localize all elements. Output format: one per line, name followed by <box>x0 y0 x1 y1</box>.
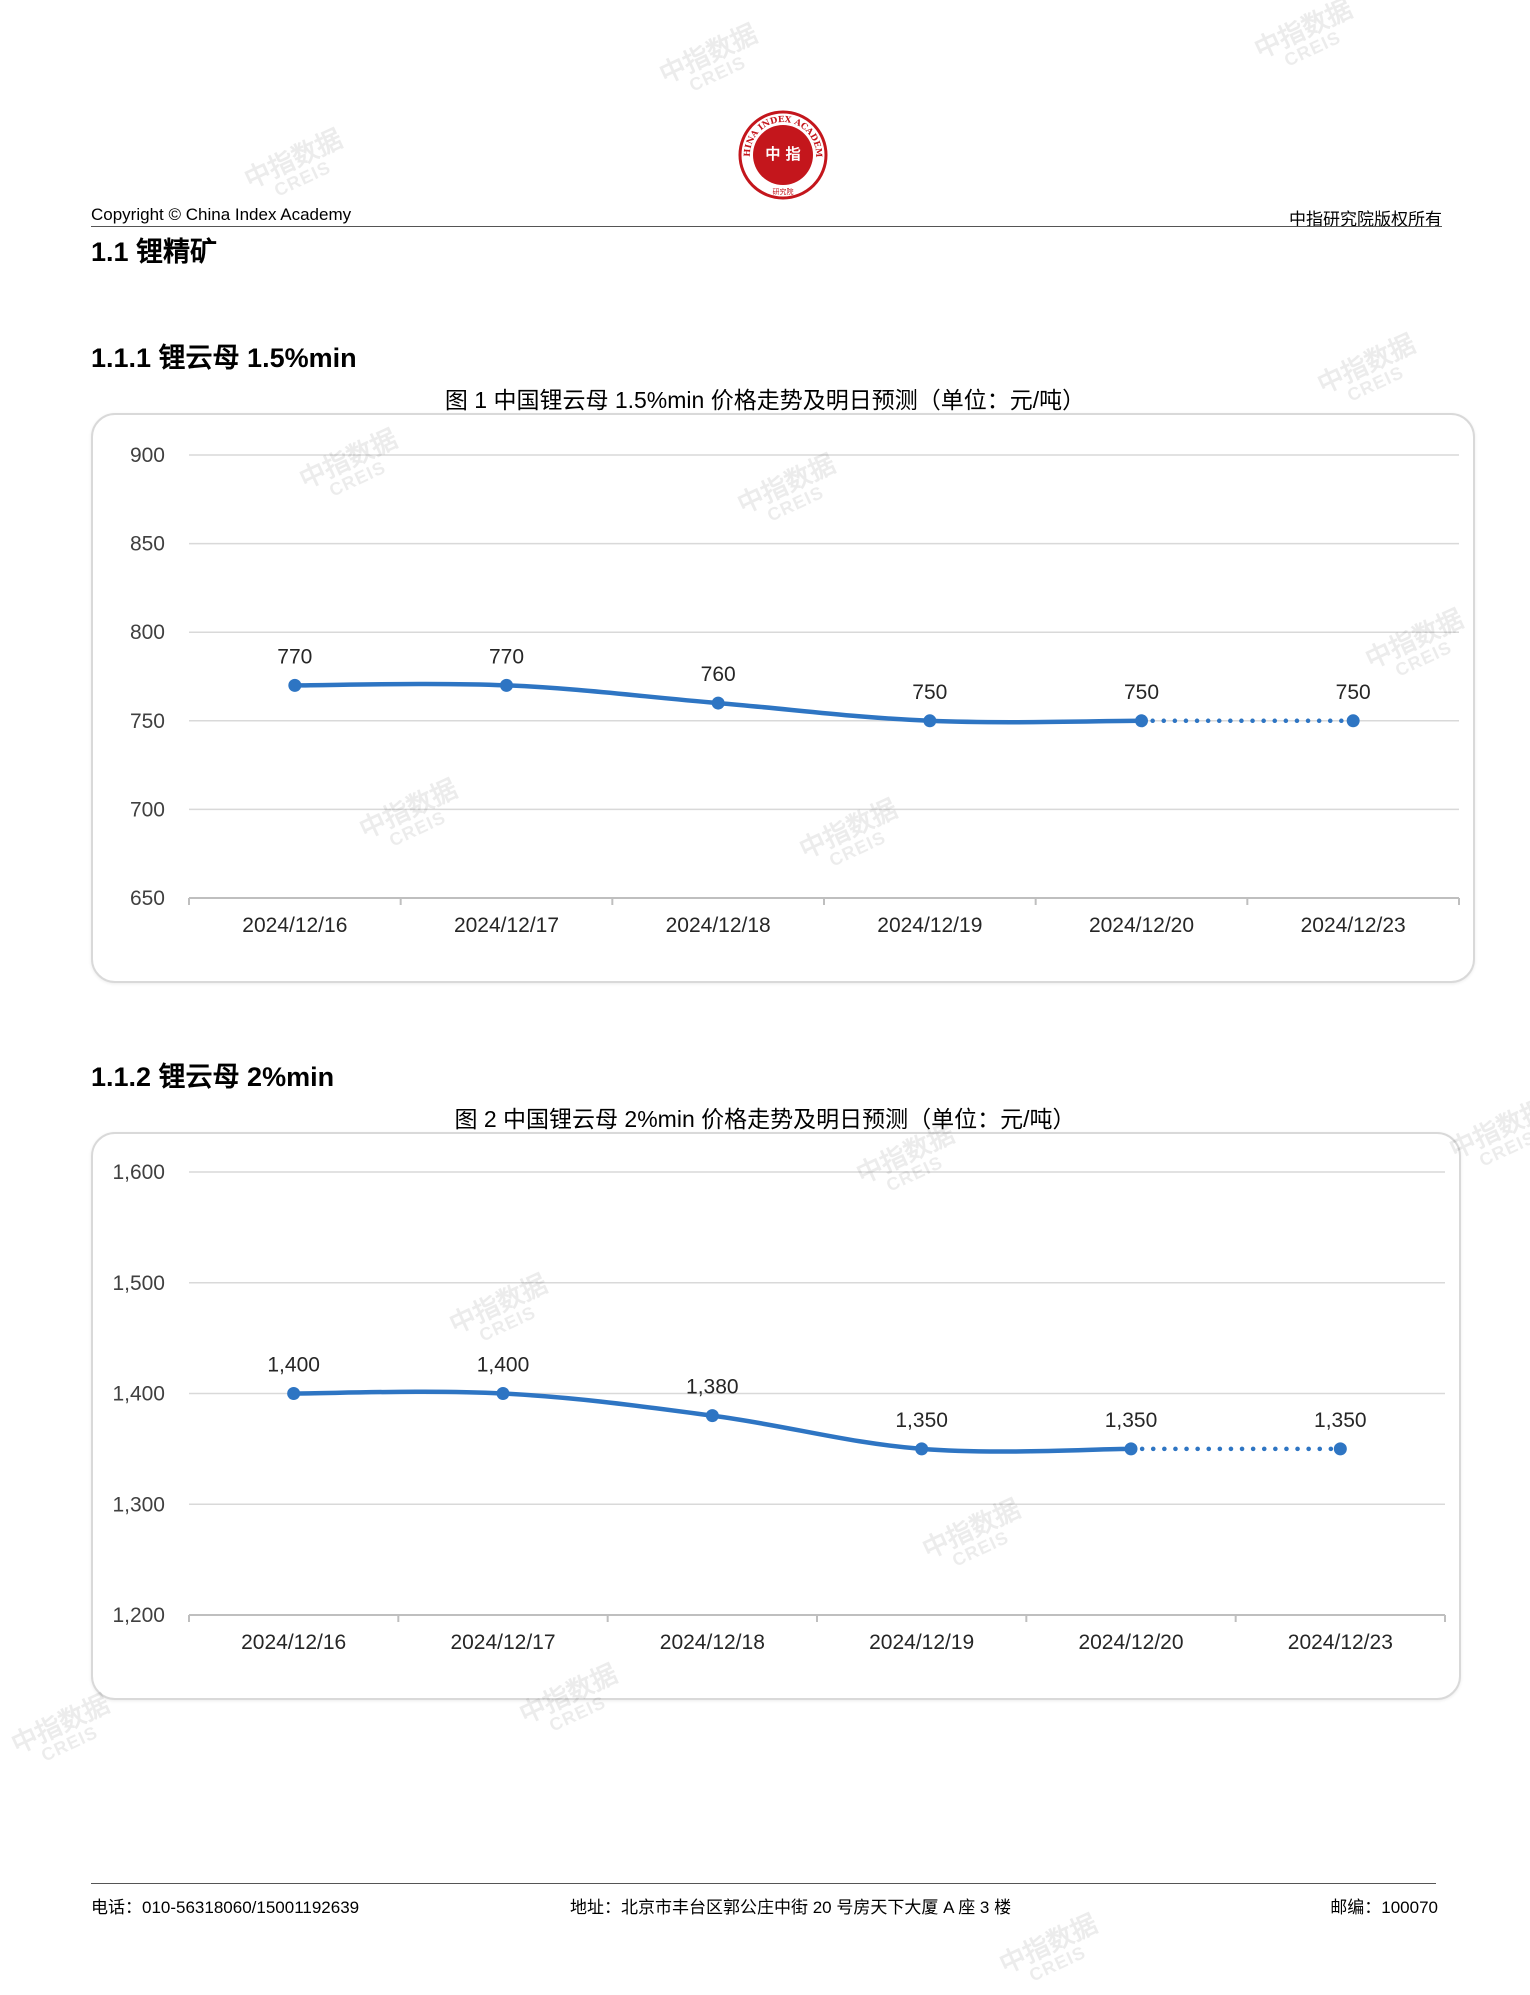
y-tick-label: 750 <box>130 710 165 733</box>
line-chart-1-svg: 650 700 750 800 850 900 2024/12/16 2024/12/17 20… <box>130 444 1460 937</box>
data-point <box>915 1442 929 1456</box>
x-tick-label: 2024/12/19 <box>877 914 982 937</box>
data-label: 1,400 <box>477 1354 530 1377</box>
figure-title-1: 图 1 中国锂云母 1.5%min 价格走势及明日预测（单位：元/吨） <box>444 387 1086 413</box>
x-tick-label: 2024/12/17 <box>450 1631 555 1654</box>
data-label: 770 <box>489 645 524 668</box>
logo-bottom-text: 研究院 <box>773 187 794 196</box>
copyright-text: Copyright © China Index Academy <box>91 205 352 224</box>
y-tick-label: 850 <box>130 533 165 556</box>
line-chart-1: 650 700 750 800 850 900 2024/12/16 2024/12/17 20… <box>91 413 1475 983</box>
x-tick-label: 2024/12/20 <box>1089 914 1194 937</box>
data-label: 1,350 <box>1314 1409 1367 1432</box>
data-point <box>1135 714 1148 728</box>
data-point <box>1346 714 1360 728</box>
line-chart-2: 1,200 1,300 1,400 1,500 1,600 2024/12/16 2024/… <box>91 1132 1461 1700</box>
y-tick-label: 800 <box>130 621 165 644</box>
data-point <box>288 678 302 692</box>
data-label: 750 <box>912 681 947 704</box>
data-label: 1,350 <box>1105 1409 1158 1432</box>
y-tick-label: 700 <box>130 798 165 821</box>
x-tick-label: 2024/12/16 <box>241 1631 346 1654</box>
data-label: 760 <box>701 663 736 686</box>
x-tick-label: 2024/12/23 <box>1288 1631 1393 1654</box>
data-point <box>705 1409 719 1423</box>
x-tick-label: 2024/12/19 <box>869 1631 974 1654</box>
data-point <box>287 1387 301 1400</box>
data-label: 1,380 <box>686 1376 739 1399</box>
x-tick-label: 2024/12/20 <box>1078 1631 1183 1654</box>
y-tick-label: 900 <box>130 444 165 467</box>
x-tick-label: 2024/12/16 <box>242 914 347 937</box>
y-tick-label: 1,200 <box>112 1604 165 1627</box>
data-label: 1,400 <box>267 1354 320 1377</box>
logo-inner-text: 中 指 <box>765 145 800 163</box>
footer-divider <box>91 1883 1436 1884</box>
data-point <box>496 1387 510 1400</box>
data-label: 770 <box>277 645 312 668</box>
footer-address: 地址：北京市丰台区郭公庄中街 20 号房天下大厦 A 座 3 楼 <box>570 1898 1012 1917</box>
x-tick-label: 2024/12/17 <box>454 914 559 937</box>
data-label: 1,350 <box>895 1409 948 1432</box>
y-tick-label: 1,400 <box>112 1383 165 1406</box>
subsection-title-2: 1.1.2 锂云母 2%min <box>91 1062 335 1092</box>
rights-text: 中指研究院版权所有 <box>1289 210 1442 230</box>
data-point <box>500 678 513 692</box>
data-point <box>711 696 725 710</box>
line-chart-2-svg: 1,200 1,300 1,400 1,500 1,600 2024/12/16 2024/… <box>112 1161 1446 1654</box>
y-tick-label: 1,600 <box>112 1161 165 1184</box>
x-tick-label: 2024/12/23 <box>1301 914 1406 937</box>
footer-phone: 电话：010-56318060/15001192639 <box>91 1898 360 1917</box>
x-tick-label: 2024/12/18 <box>660 1631 765 1654</box>
y-tick-label: 1,300 <box>112 1493 165 1516</box>
x-tick-label: 2024/12/18 <box>666 914 771 937</box>
footer-postcode: 邮编：100070 <box>1330 1898 1438 1917</box>
y-tick-label: 650 <box>130 887 165 910</box>
section-title: 1.1 锂精矿 <box>91 237 218 267</box>
data-point <box>923 714 937 728</box>
subsection-title-1: 1.1.1 锂云母 1.5%min <box>91 343 357 373</box>
data-point <box>1124 1442 1138 1456</box>
y-tick-label: 1,500 <box>112 1272 165 1295</box>
data-label: 750 <box>1124 681 1159 704</box>
header-divider <box>91 226 1442 227</box>
china-index-academy-logo: CHINA INDEX ACADEMY 中 指 研究院 <box>734 103 828 200</box>
data-label: 750 <box>1336 681 1371 704</box>
figure-title-2: 图 2 中国锂云母 2%min 价格走势及明日预测（单位：元/吨） <box>454 1106 1076 1132</box>
data-point <box>1333 1442 1347 1456</box>
